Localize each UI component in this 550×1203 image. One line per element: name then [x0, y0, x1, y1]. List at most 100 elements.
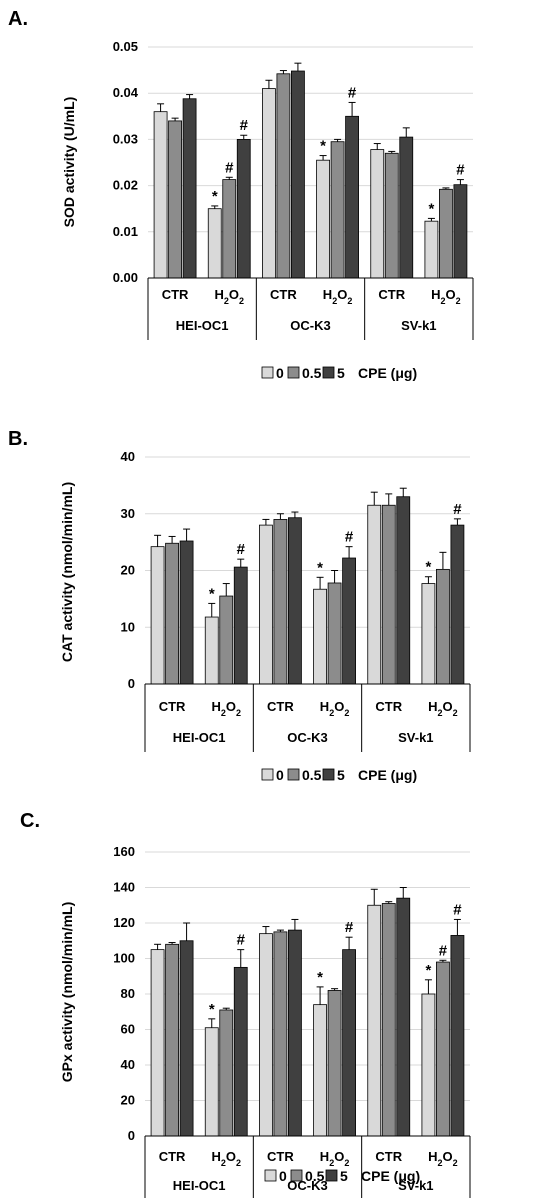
condition-label: H2O2: [431, 287, 461, 306]
bar: [165, 943, 179, 1137]
significance-mark: *: [209, 1001, 215, 1018]
significance-mark: #: [345, 529, 354, 546]
bar: [219, 1009, 234, 1137]
bar: [367, 904, 382, 1137]
y-tick-label: 20: [121, 563, 135, 578]
bar: [436, 568, 450, 685]
legend-label: 0: [276, 365, 284, 381]
y-axis-title: GPx activity (nmol/min/mL): [59, 902, 75, 1082]
y-tick-label: 120: [113, 915, 135, 930]
bar: [179, 940, 194, 1137]
bar: [165, 542, 179, 685]
bar: [345, 115, 359, 279]
y-tick-label: 0.00: [113, 270, 138, 285]
bar: [342, 557, 356, 685]
bar: [259, 933, 273, 1137]
panel-b: B. 0 10 20 30 40 CAT activity (nmol/min/mL) * #…: [0, 400, 550, 800]
legend-label: 0.5: [302, 767, 322, 783]
bar: [453, 184, 468, 279]
y-tick-label: 0: [128, 676, 135, 691]
panel-label: B.: [8, 428, 28, 450]
condition-label: CTR: [375, 699, 402, 714]
condition-label: CTR: [267, 1149, 294, 1164]
y-tick-label: 160: [113, 844, 135, 859]
group-label: OC-K3: [290, 318, 330, 333]
significance-mark: #: [237, 932, 246, 949]
group-label: SV-k1: [398, 1178, 433, 1193]
y-tick-label: 140: [113, 880, 135, 895]
bar: [219, 595, 234, 685]
group-label: SV-k1: [398, 730, 433, 745]
bar: [396, 897, 411, 1137]
condition-label: CTR: [267, 699, 294, 714]
legend-label: 5: [340, 1168, 348, 1184]
bar: [421, 583, 436, 685]
significance-mark: *: [425, 559, 431, 576]
bar: [384, 152, 399, 279]
bar: [381, 903, 396, 1137]
bar: [342, 949, 356, 1137]
significance-mark: *: [317, 559, 323, 576]
group-label: OC-K3: [287, 1178, 327, 1193]
condition-label: CTR: [162, 287, 189, 302]
condition-label: CTR: [375, 1149, 402, 1164]
y-tick-label: 0.04: [113, 85, 139, 100]
legend-label: 5: [337, 767, 345, 783]
panel-a: A. 0.00 0.01 0.02 0.03 0.04 0.05 SOD activity …: [0, 0, 550, 400]
sod-chart: 0.00 0.01 0.02 0.03 0.04 0.05 SOD activity (U/…: [61, 39, 474, 381]
y-tick-label: 10: [121, 619, 135, 634]
bar: [367, 504, 382, 685]
significance-mark: #: [439, 942, 448, 959]
bar: [288, 517, 302, 685]
bar: [370, 149, 385, 279]
significance-mark: #: [225, 159, 234, 176]
y-tick-label: 0.02: [113, 178, 138, 193]
bar: [179, 540, 194, 685]
y-tick-label: 30: [121, 506, 135, 521]
bar: [204, 616, 219, 685]
y-tick-label: 0.05: [113, 39, 138, 54]
bar: [236, 138, 251, 279]
legend-swatch: [261, 768, 274, 781]
bar: [450, 935, 465, 1137]
bar: [168, 120, 182, 279]
significance-mark: #: [237, 541, 246, 558]
bar: [450, 524, 465, 685]
bar: [204, 1027, 219, 1137]
cat-chart: 0 10 20 30 40 CAT activity (nmol/min/mL) * # * # *…: [59, 449, 471, 783]
significance-mark: #: [456, 162, 465, 179]
group-label: HEI-OC1: [173, 1178, 226, 1193]
condition-label: H2O2: [428, 1149, 458, 1168]
significance-mark: *: [428, 200, 434, 217]
legend-swatch: [322, 768, 335, 781]
bar: [273, 931, 288, 1137]
y-tick-label: 20: [121, 1093, 135, 1108]
y-tick-label: 0.01: [113, 224, 138, 239]
bar: [150, 949, 165, 1137]
significance-mark: *: [212, 188, 218, 205]
group-label: HEI-OC1: [176, 318, 229, 333]
bar: [399, 136, 414, 279]
legend-swatch: [287, 768, 300, 781]
condition-label: CTR: [378, 287, 405, 302]
bar: [424, 220, 439, 279]
legend-label: 0: [279, 1168, 287, 1184]
bar: [439, 188, 453, 279]
legend-unit: CPE (μg): [358, 365, 417, 381]
bar: [207, 208, 222, 279]
legend-label: 5: [337, 365, 345, 381]
bar: [316, 159, 330, 279]
condition-label: H2O2: [211, 1149, 241, 1168]
group-label: OC-K3: [287, 730, 327, 745]
y-tick-label: 100: [113, 951, 135, 966]
bar: [327, 582, 342, 685]
bar: [153, 111, 168, 279]
group-label: HEI-OC1: [173, 730, 226, 745]
bar: [436, 961, 450, 1137]
bar: [327, 990, 342, 1137]
bar: [233, 966, 248, 1137]
legend-swatch: [287, 366, 300, 379]
significance-mark: #: [453, 901, 462, 918]
bar: [222, 179, 237, 279]
bar: [421, 993, 436, 1137]
